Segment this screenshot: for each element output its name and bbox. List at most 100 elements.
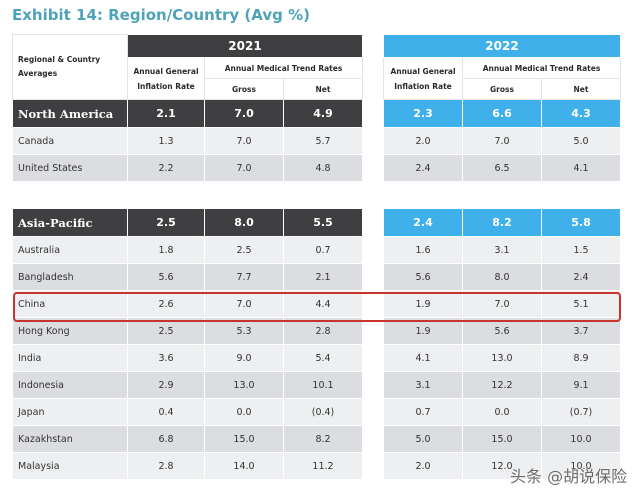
region-2021-gross: 8.0 xyxy=(204,208,284,237)
value-2022-gross: 6.5 xyxy=(462,154,542,182)
value-2022-gross: 12.2 xyxy=(462,371,542,399)
value-2022-net: 4.1 xyxy=(541,154,621,182)
value-2021-gross: 0.0 xyxy=(204,398,284,426)
country-name: Bangladesh xyxy=(12,263,128,291)
year-2021-header: 2021 xyxy=(127,34,363,58)
table-row: 5.0 15.0 10.0 xyxy=(383,425,621,453)
value-2022-net: 9.1 xyxy=(541,371,621,399)
value-2022-inflation: 2.4 xyxy=(383,154,463,182)
table-2021: Regional & Country Averages 2021 Annual … xyxy=(12,34,363,480)
value-2021-net: 10.1 xyxy=(283,371,363,399)
exhibit-title: Exhibit 14: Region/Country (Avg %) xyxy=(12,6,310,24)
region-row: 2.4 8.2 5.8 xyxy=(383,208,621,237)
value-2022-net: 10.0 xyxy=(541,452,621,480)
value-2021-inflation: 2.9 xyxy=(127,371,205,399)
value-2022-inflation: 3.1 xyxy=(383,371,463,399)
value-2021-gross: 7.0 xyxy=(204,154,284,182)
region-2022-net: 4.3 xyxy=(541,99,621,128)
region-2021-net: 4.9 xyxy=(283,99,363,128)
region-2021-inflation: 2.1 xyxy=(127,99,205,128)
value-2022-gross: 13.0 xyxy=(462,344,542,372)
value-2021-gross: 14.0 xyxy=(204,452,284,480)
country-name: India xyxy=(12,344,128,372)
value-2022-net: 2.4 xyxy=(541,263,621,291)
gross-header-2022: Gross xyxy=(462,78,542,100)
watermark: 头条 @胡说保险 xyxy=(510,467,628,486)
net-header-2021: Net xyxy=(283,78,363,100)
value-2021-gross: 15.0 xyxy=(204,425,284,453)
value-2021-inflation: 2.2 xyxy=(127,154,205,182)
value-2022-net: (0.7) xyxy=(541,398,621,426)
value-2021-gross: 13.0 xyxy=(204,371,284,399)
table-row: 1.6 3.1 1.5 xyxy=(383,236,621,264)
region-row: 2.3 6.6 4.3 xyxy=(383,99,621,128)
value-2021-net: 0.7 xyxy=(283,236,363,264)
value-2022-net: 5.0 xyxy=(541,127,621,155)
table-row: India 3.6 9.0 5.4 xyxy=(12,344,363,372)
value-2022-inflation: 2.0 xyxy=(383,127,463,155)
value-2022-inflation: 0.7 xyxy=(383,398,463,426)
country-name: Kazakhstan xyxy=(12,425,128,453)
value-2021-net: 4.4 xyxy=(283,290,363,318)
value-2021-inflation: 6.8 xyxy=(127,425,205,453)
year-2022-header: 2022 xyxy=(383,34,621,58)
value-2021-gross: 7.7 xyxy=(204,263,284,291)
table-row: 5.6 8.0 2.4 xyxy=(383,263,621,291)
country-name: Australia xyxy=(12,236,128,264)
table-row: Australia 1.8 2.5 0.7 xyxy=(12,236,363,264)
table-row: 3.1 12.2 9.1 xyxy=(383,371,621,399)
region-2021-gross: 7.0 xyxy=(204,99,284,128)
china-row-highlight xyxy=(13,292,621,322)
table-2022: 2022 Annual General Inflation Rate Annua… xyxy=(383,34,621,480)
value-2021-net: (0.4) xyxy=(283,398,363,426)
value-2022-net: 1.5 xyxy=(541,236,621,264)
table-row: 1.9 7.0 5.1 xyxy=(383,290,621,318)
value-2022-inflation: 1.6 xyxy=(383,236,463,264)
value-2021-inflation: 3.6 xyxy=(127,344,205,372)
value-2022-gross: 7.0 xyxy=(462,127,542,155)
table-row: 2.4 6.5 4.1 xyxy=(383,154,621,182)
table-row: 2.0 7.0 5.0 xyxy=(383,127,621,155)
table-row: Malaysia 2.8 14.0 11.2 xyxy=(12,452,363,480)
inflation-header-2022: Annual General Inflation Rate xyxy=(383,57,463,100)
value-2022-gross: 15.0 xyxy=(462,425,542,453)
value-2021-gross: 2.5 xyxy=(204,236,284,264)
country-name: Indonesia xyxy=(12,371,128,399)
medical-header-2022: Annual Medical Trend Rates xyxy=(462,57,621,79)
table-row: 2.0 12.0 10.0 xyxy=(383,452,621,480)
value-2022-inflation: 1.9 xyxy=(383,290,463,318)
region-2022-inflation: 2.3 xyxy=(383,99,463,128)
medical-header-2021: Annual Medical Trend Rates xyxy=(204,57,363,79)
value-2021-gross: 9.0 xyxy=(204,344,284,372)
country-name: China xyxy=(12,290,128,318)
value-2021-inflation: 5.6 xyxy=(127,263,205,291)
country-name: United States xyxy=(12,154,128,182)
table-row: Bangladesh 5.6 7.7 2.1 xyxy=(12,263,363,291)
net-header-2022: Net xyxy=(541,78,621,100)
region-2022-net: 5.8 xyxy=(541,208,621,237)
value-2022-gross: 3.1 xyxy=(462,236,542,264)
region-row: Asia-Pacific 2.5 8.0 5.5 xyxy=(12,208,363,237)
region-name: Asia-Pacific xyxy=(12,208,128,237)
value-2021-net: 11.2 xyxy=(283,452,363,480)
region-row: North America 2.1 7.0 4.9 xyxy=(12,99,363,128)
value-2021-inflation: 2.8 xyxy=(127,452,205,480)
table-row: 4.1 13.0 8.9 xyxy=(383,344,621,372)
inflation-header-2021: Annual General Inflation Rate xyxy=(127,57,205,100)
value-2022-net: 8.9 xyxy=(541,344,621,372)
region-2022-gross: 8.2 xyxy=(462,208,542,237)
table-row: United States 2.2 7.0 4.8 xyxy=(12,154,363,182)
table-row: Canada 1.3 7.0 5.7 xyxy=(12,127,363,155)
value-2022-inflation: 4.1 xyxy=(383,344,463,372)
table-row: Japan 0.4 0.0 (0.4) xyxy=(12,398,363,426)
value-2022-inflation: 5.6 xyxy=(383,263,463,291)
value-2022-gross: 7.0 xyxy=(462,290,542,318)
value-2021-net: 2.1 xyxy=(283,263,363,291)
value-2022-net: 5.1 xyxy=(541,290,621,318)
table-row: 0.7 0.0 (0.7) xyxy=(383,398,621,426)
value-2022-inflation: 5.0 xyxy=(383,425,463,453)
value-2021-gross: 7.0 xyxy=(204,127,284,155)
value-2021-net: 8.2 xyxy=(283,425,363,453)
value-2022-gross: 8.0 xyxy=(462,263,542,291)
gross-header-2021: Gross xyxy=(204,78,284,100)
